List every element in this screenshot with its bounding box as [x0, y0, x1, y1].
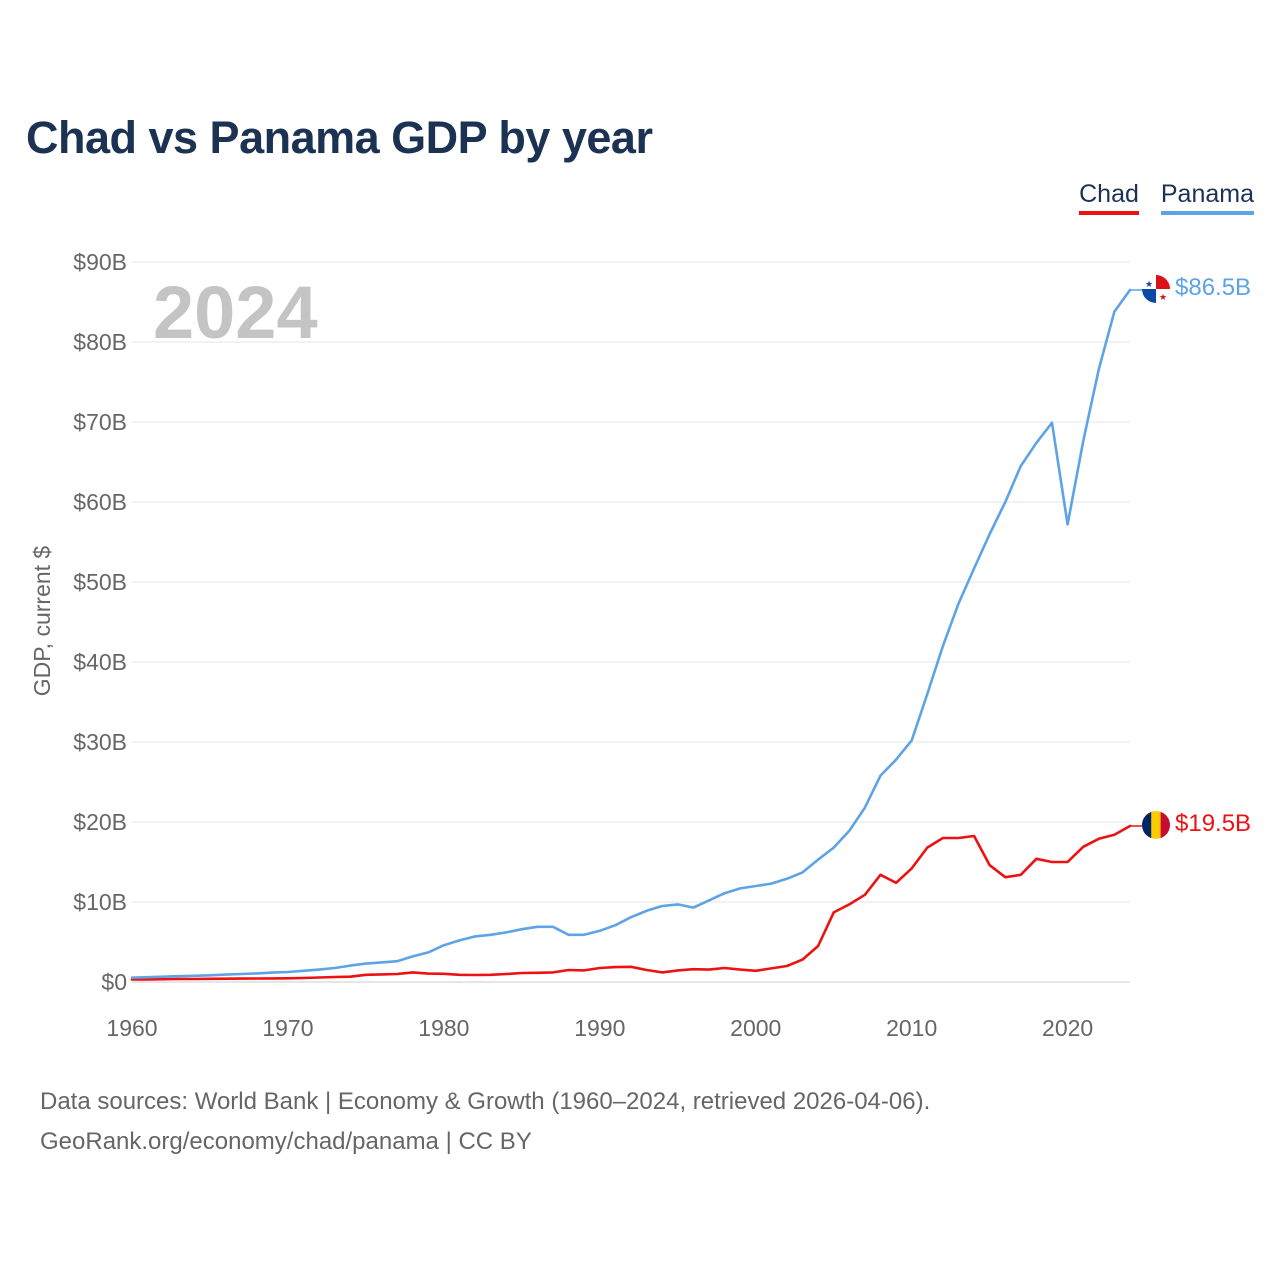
panama-flag-icon: ★ ★	[1142, 275, 1170, 303]
x-tick-label: 2010	[886, 1015, 937, 1041]
attribution-link[interactable]: GeoRank.org/economy/chad/panama | CC BY	[40, 1128, 532, 1155]
x-tick-label: 2000	[730, 1015, 781, 1041]
gdp-line-chart: 2024 $0 $10B $20B $30B $40B $50B $60B $70B $80B $…	[29, 249, 1251, 1041]
svg-text:★: ★	[1159, 292, 1167, 302]
y-axis-label: GDP, current $	[29, 546, 55, 697]
y-tick-label: $40B	[73, 649, 127, 675]
y-tick-label: $70B	[73, 409, 127, 435]
x-tick-label: 2020	[1042, 1015, 1093, 1041]
data-source-note: Data sources: World Bank | Economy & Gro…	[40, 1088, 931, 1115]
chad-flag-icon	[1142, 811, 1170, 839]
chad-end-label: $19.5B	[1175, 810, 1251, 837]
x-tick-label: 1980	[418, 1015, 469, 1041]
x-tick-label: 1960	[106, 1015, 157, 1041]
x-tick-label: 1970	[262, 1015, 313, 1041]
year-watermark: 2024	[153, 271, 318, 354]
y-tick-label: $10B	[73, 889, 127, 915]
y-tick-label: $60B	[73, 489, 127, 515]
series-line-panama[interactable]	[130, 288, 1132, 980]
legend: Chad Panama	[1079, 180, 1254, 215]
x-tick-label: 1990	[574, 1015, 625, 1041]
footer: Data sources: World Bank | Economy & Gro…	[40, 1082, 930, 1162]
y-tick-label: $0	[101, 969, 127, 995]
y-tick-label: $80B	[73, 329, 127, 355]
chart-title: Chad vs Panama GDP by year	[26, 112, 653, 163]
legend-item-chad[interactable]: Chad	[1079, 180, 1139, 215]
y-tick-label: $50B	[73, 569, 127, 595]
y-tick-label: $20B	[73, 809, 127, 835]
series-line-chad[interactable]	[130, 824, 1132, 981]
y-tick-label: $30B	[73, 729, 127, 755]
y-tick-label: $90B	[73, 249, 127, 275]
legend-item-panama[interactable]: Panama	[1160, 180, 1254, 215]
panama-end-label: $86.5B	[1175, 274, 1251, 301]
svg-text:★: ★	[1145, 279, 1153, 289]
